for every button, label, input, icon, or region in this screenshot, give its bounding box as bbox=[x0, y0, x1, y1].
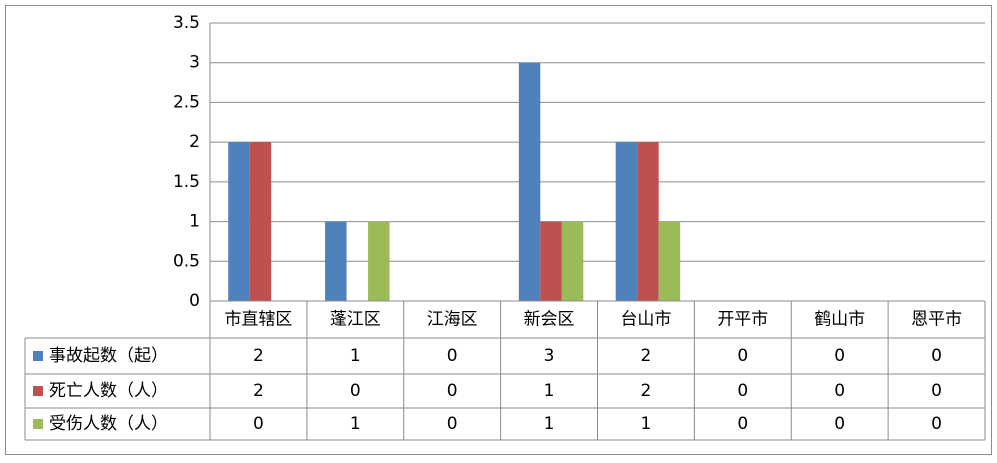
table-value: 2 bbox=[641, 381, 652, 401]
table-value: 0 bbox=[834, 414, 845, 434]
bar bbox=[325, 221, 347, 301]
table-value: 1 bbox=[544, 414, 555, 434]
legend-swatch bbox=[33, 419, 43, 429]
y-tick-label: 3 bbox=[189, 53, 200, 73]
bar bbox=[228, 142, 250, 301]
table-value: 0 bbox=[447, 346, 458, 366]
table-value: 0 bbox=[834, 381, 845, 401]
bar bbox=[518, 62, 541, 301]
table-value: 3 bbox=[544, 346, 555, 366]
x-tick-label: 市直辖区 bbox=[224, 310, 292, 330]
y-tick-label: 0 bbox=[189, 291, 200, 311]
bar bbox=[540, 221, 562, 301]
table-value: 0 bbox=[737, 414, 748, 434]
bar bbox=[249, 142, 272, 301]
table-value: 2 bbox=[253, 381, 264, 401]
table-value: 1 bbox=[544, 381, 555, 401]
table-value: 0 bbox=[931, 381, 942, 401]
legend-label: 事故起数（起） bbox=[49, 346, 168, 366]
table-value: 0 bbox=[447, 414, 458, 434]
x-tick-label: 蓬江区 bbox=[330, 310, 381, 330]
x-tick-label: 江海区 bbox=[427, 310, 478, 330]
y-tick-label: 3.5 bbox=[173, 13, 200, 33]
table-value: 0 bbox=[931, 414, 942, 434]
x-tick-label: 鹤山市 bbox=[814, 310, 865, 330]
legend-label: 受伤人数（人） bbox=[49, 414, 168, 434]
bar bbox=[368, 221, 390, 301]
x-tick-label: 新会区 bbox=[524, 310, 575, 330]
chart-border bbox=[5, 5, 992, 455]
table-value: 2 bbox=[253, 346, 264, 366]
table-value: 1 bbox=[350, 346, 361, 366]
table-value: 0 bbox=[931, 346, 942, 366]
bar bbox=[561, 221, 584, 301]
x-tick-label: 台山市 bbox=[620, 310, 671, 330]
table-value: 0 bbox=[737, 381, 748, 401]
table-value: 1 bbox=[350, 414, 361, 434]
y-tick-label: 1 bbox=[189, 212, 200, 232]
bar bbox=[637, 142, 659, 301]
table-value: 0 bbox=[350, 381, 361, 401]
table-value: 0 bbox=[737, 346, 748, 366]
legend-label: 死亡人数（人） bbox=[49, 381, 168, 401]
x-tick-label: 开平市 bbox=[717, 310, 768, 330]
table-value: 1 bbox=[641, 414, 652, 434]
bar bbox=[615, 142, 638, 301]
legend-swatch bbox=[33, 386, 43, 396]
y-tick-label: 2 bbox=[189, 132, 200, 152]
y-tick-label: 0.5 bbox=[173, 251, 200, 271]
bar bbox=[658, 221, 681, 301]
table-value: 2 bbox=[641, 346, 652, 366]
table-value: 0 bbox=[447, 381, 458, 401]
x-tick-label: 恩平市 bbox=[911, 310, 962, 330]
table-value: 0 bbox=[253, 414, 264, 434]
y-tick-label: 2.5 bbox=[173, 92, 200, 112]
legend-swatch bbox=[33, 351, 43, 361]
y-tick-label: 1.5 bbox=[173, 172, 200, 192]
table-value: 0 bbox=[834, 346, 845, 366]
